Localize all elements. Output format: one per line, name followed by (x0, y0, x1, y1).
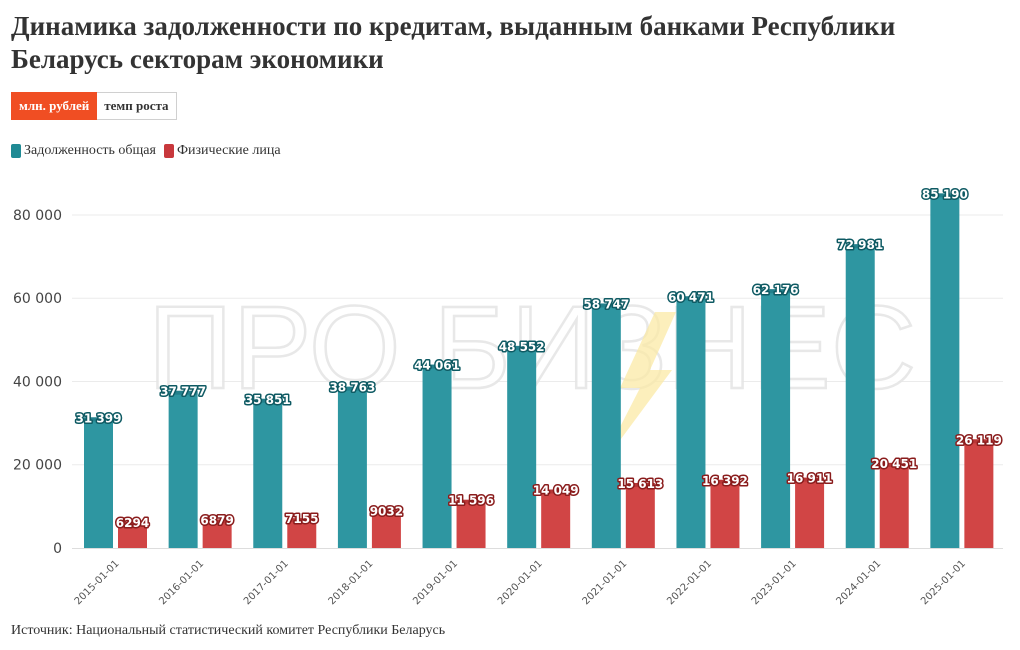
bar-cap (710, 479, 740, 484)
bar-cap (591, 303, 621, 308)
data-label-total-debt: 37 777 (160, 385, 206, 399)
bar-individuals[interactable] (795, 477, 825, 548)
bar-individuals[interactable] (202, 519, 232, 548)
data-label-total-debt: 48 552 (499, 340, 545, 354)
legend-item-individuals[interactable]: Физические лица (163, 143, 281, 159)
bar-individuals[interactable] (118, 521, 147, 548)
legend-item-total-debt[interactable]: Задолженность общая (11, 143, 156, 159)
bar-cap (287, 518, 317, 523)
data-label-individuals: 16 911 (787, 472, 833, 486)
x-tick-label: 2020-01-01 (496, 558, 545, 607)
chart-title: Динамика задолженности по кредитам, выда… (11, 11, 896, 74)
bar-cap (422, 364, 452, 369)
data-label-total-debt: 72 981 (837, 238, 883, 252)
x-tick-label: 2024-01-01 (834, 558, 883, 607)
bar-total-debt[interactable] (84, 417, 113, 548)
bar-cap (202, 519, 232, 524)
bar-total-debt[interactable] (930, 193, 960, 548)
x-tick-label: 2025-01-01 (919, 558, 968, 607)
lightning-bolt-icon (598, 312, 676, 470)
x-tick-label: 2017-01-01 (242, 558, 291, 607)
bar-cap (930, 193, 960, 198)
bar-total-debt[interactable] (761, 289, 791, 548)
bar-individuals[interactable] (456, 499, 486, 548)
bar-cap (507, 345, 537, 350)
bar-individuals[interactable] (287, 518, 317, 548)
y-tick-label: 80 000 (13, 208, 62, 224)
bar-cap (676, 296, 706, 301)
y-tick-label: 20 000 (13, 458, 62, 474)
bar-cap (337, 386, 367, 391)
bar-individuals[interactable] (625, 483, 655, 548)
chart-legend: Задолженность общая Физические лица (11, 143, 289, 159)
bar-total-debt[interactable] (422, 364, 452, 548)
bar-cap (845, 244, 875, 249)
bar-total-debt[interactable] (337, 386, 367, 548)
bar-cap (118, 521, 147, 526)
data-label-individuals: 6294 (116, 516, 149, 530)
toggle-growth-rate[interactable]: темп роста (97, 92, 177, 120)
bar-cap (84, 417, 113, 422)
bar-cap (253, 398, 283, 403)
unit-toggle-group: млн. рублей темп роста (11, 92, 177, 120)
bar-cap (964, 439, 994, 444)
x-tick-label: 2021-01-01 (581, 558, 630, 607)
bar-cap (456, 499, 486, 504)
data-label-individuals: 26 119 (956, 433, 1002, 447)
data-label-individuals: 14 049 (533, 484, 579, 498)
bar-cap (625, 483, 655, 488)
data-label-total-debt: 31 399 (76, 411, 122, 425)
legend-swatch-total-debt (11, 144, 21, 158)
x-tick-label: 2016-01-01 (157, 558, 206, 607)
bar-individuals[interactable] (879, 462, 909, 548)
data-label-total-debt: 58 747 (583, 297, 629, 311)
y-tick-label: 60 000 (13, 291, 62, 307)
y-tick-label: 40 000 (13, 374, 62, 390)
bar-total-debt[interactable] (507, 345, 537, 548)
data-label-individuals: 7155 (285, 512, 318, 526)
bar-cap (168, 390, 198, 395)
bar-individuals[interactable] (541, 489, 571, 548)
data-label-total-debt: 85 190 (922, 187, 968, 201)
bar-total-debt[interactable] (253, 398, 283, 548)
data-label-individuals: 16 392 (702, 474, 748, 488)
x-tick-label: 2018-01-01 (327, 558, 376, 607)
data-label-total-debt: 38 763 (329, 381, 375, 395)
x-tick-label: 2023-01-01 (750, 558, 799, 607)
legend-swatch-individuals (163, 144, 174, 158)
x-tick-label: 2022-01-01 (665, 558, 714, 607)
data-label-individuals: 20 451 (871, 457, 917, 471)
data-label-total-debt: 60 471 (668, 290, 714, 304)
bar-total-debt[interactable] (676, 296, 706, 548)
y-tick-label: 0 (53, 541, 62, 557)
data-label-total-debt: 62 176 (753, 283, 799, 297)
data-label-total-debt: 44 061 (414, 359, 460, 373)
bar-total-debt[interactable] (591, 303, 621, 548)
data-labels-layer: 31 399 6294 37 777 6879 35 851 7155 38 763 9032… (74, 186, 1003, 531)
data-label-individuals: 15 613 (617, 477, 663, 491)
bar-individuals[interactable] (371, 510, 401, 548)
data-label-individuals: 9032 (370, 504, 403, 518)
data-label-total-debt: 35 851 (245, 393, 291, 407)
legend-label-individuals: Физические лица (176, 143, 281, 158)
toggle-million-rubles[interactable]: млн. рублей (11, 92, 98, 120)
bar-total-debt[interactable] (168, 390, 198, 548)
bar-cap (761, 289, 791, 294)
bar-cap (541, 489, 571, 494)
x-tick-label: 2019-01-01 (411, 558, 460, 607)
bars-layer (84, 193, 994, 548)
legend-label-total-debt: Задолженность общая (24, 143, 156, 158)
bar-cap (371, 510, 401, 515)
bar-cap (795, 477, 825, 482)
x-tick-label: 2015-01-01 (73, 558, 122, 607)
bar-individuals[interactable] (964, 439, 994, 548)
bar-total-debt[interactable] (845, 244, 875, 548)
data-label-individuals: 11 596 (448, 494, 494, 508)
source-note: Источник: Национальный статистический ко… (11, 623, 446, 638)
data-label-individuals: 6879 (200, 513, 233, 527)
bar-cap (879, 462, 909, 467)
bar-individuals[interactable] (710, 479, 740, 548)
